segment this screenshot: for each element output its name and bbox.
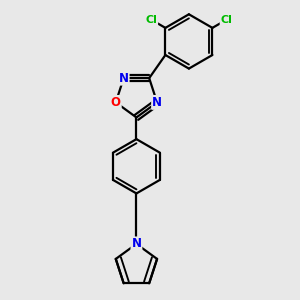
Text: N: N (119, 72, 129, 85)
Text: N: N (152, 96, 162, 109)
Text: O: O (111, 96, 121, 109)
Text: Cl: Cl (220, 15, 232, 25)
Text: N: N (131, 237, 141, 250)
Text: Cl: Cl (145, 15, 157, 25)
